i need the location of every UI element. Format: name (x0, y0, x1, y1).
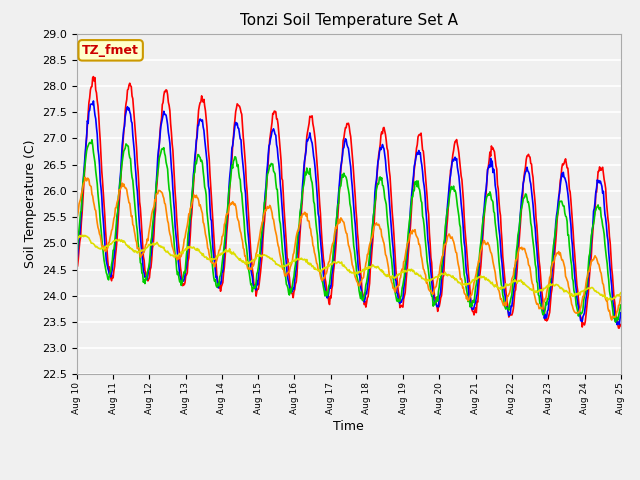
8cm (223, 209, 231, 215)
32cm (223, 249, 231, 254)
4cm (73, 259, 81, 264)
4cm (431, 300, 439, 305)
2cm (90, 74, 97, 80)
8cm (617, 302, 625, 308)
32cm (195, 246, 202, 252)
2cm (195, 107, 202, 113)
2cm (614, 325, 622, 331)
16cm (608, 317, 616, 323)
8cm (73, 250, 81, 256)
8cm (140, 279, 147, 285)
Line: 8cm: 8cm (77, 140, 621, 322)
8cm (88, 137, 96, 143)
2cm (431, 295, 439, 301)
16cm (81, 174, 89, 180)
32cm (79, 232, 86, 238)
Title: Tonzi Soil Temperature Set A: Tonzi Soil Temperature Set A (240, 13, 458, 28)
8cm (612, 319, 620, 325)
16cm (617, 294, 625, 300)
32cm (604, 297, 612, 303)
2cm (617, 323, 625, 328)
32cm (140, 248, 147, 253)
Text: TZ_fmet: TZ_fmet (82, 44, 139, 57)
4cm (90, 98, 97, 104)
2cm (416, 132, 424, 137)
4cm (140, 268, 147, 274)
16cm (416, 241, 424, 247)
X-axis label: Time: Time (333, 420, 364, 432)
4cm (83, 134, 90, 140)
32cm (617, 290, 625, 296)
2cm (83, 134, 90, 140)
8cm (431, 298, 439, 303)
32cm (431, 274, 439, 280)
2cm (73, 264, 81, 270)
16cm (140, 250, 147, 256)
16cm (195, 198, 202, 204)
32cm (416, 273, 424, 279)
2cm (223, 222, 231, 228)
Line: 32cm: 32cm (77, 235, 621, 300)
Line: 2cm: 2cm (77, 77, 621, 328)
16cm (431, 285, 439, 290)
8cm (83, 148, 90, 154)
4cm (195, 122, 202, 128)
8cm (195, 152, 202, 157)
32cm (73, 236, 81, 241)
4cm (223, 210, 231, 216)
16cm (84, 175, 92, 181)
16cm (73, 217, 81, 223)
32cm (84, 234, 92, 240)
8cm (416, 187, 424, 192)
4cm (617, 310, 625, 315)
4cm (416, 151, 424, 157)
2cm (140, 254, 147, 260)
16cm (223, 211, 231, 217)
Line: 4cm: 4cm (77, 101, 621, 324)
Y-axis label: Soil Temperature (C): Soil Temperature (C) (24, 140, 36, 268)
4cm (616, 322, 623, 327)
Line: 16cm: 16cm (77, 177, 621, 320)
